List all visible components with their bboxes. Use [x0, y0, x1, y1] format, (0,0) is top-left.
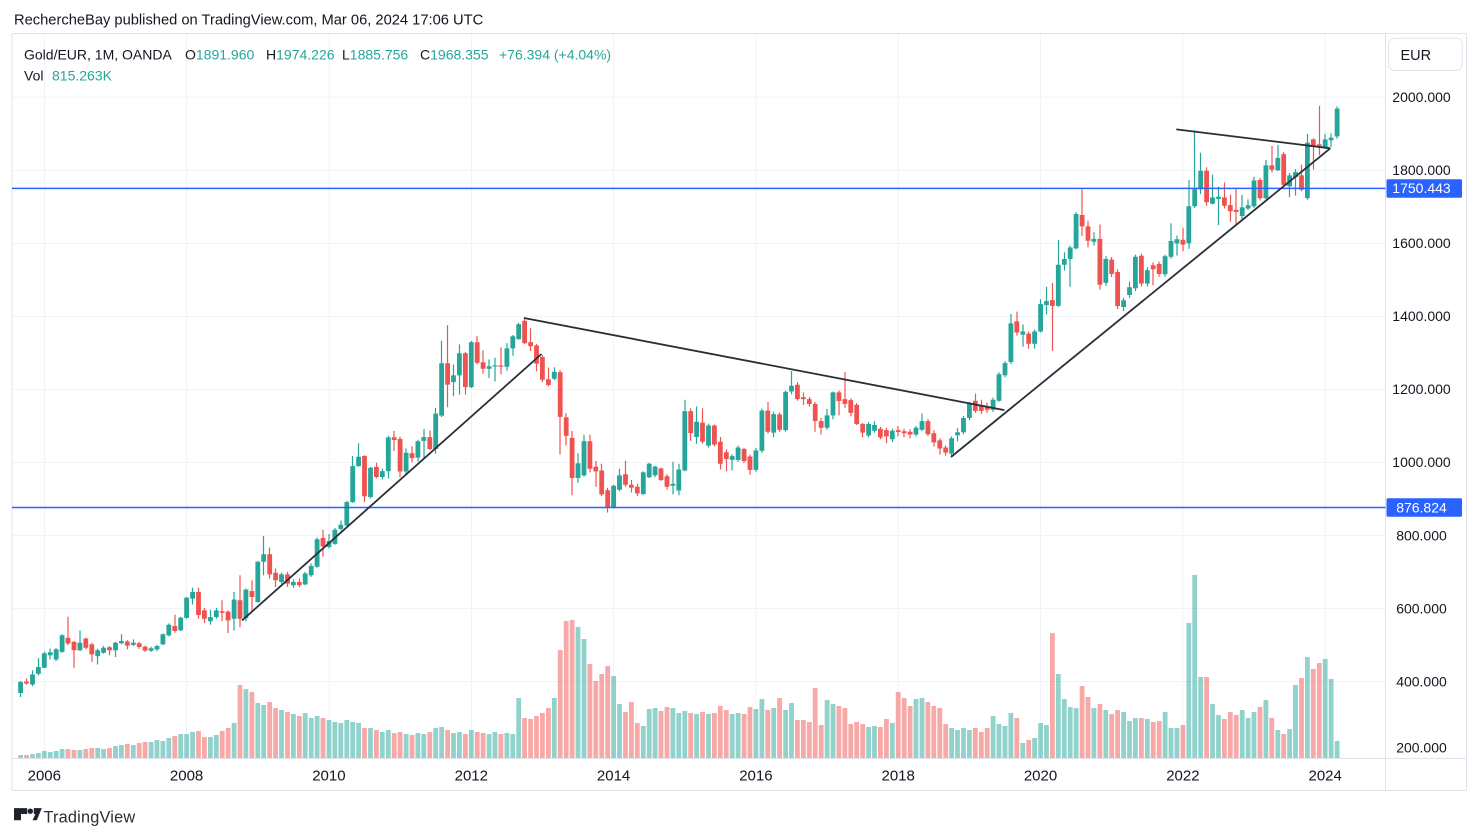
svg-text:1750.443: 1750.443: [1392, 180, 1451, 196]
svg-text:1400.000: 1400.000: [1392, 308, 1451, 324]
svg-text:2012: 2012: [455, 768, 488, 785]
svg-text:600.000: 600.000: [1396, 600, 1447, 616]
svg-text:2000.000: 2000.000: [1392, 89, 1451, 105]
svg-text:400.000: 400.000: [1396, 673, 1447, 689]
svg-text:2024: 2024: [1309, 768, 1342, 785]
svg-text:2016: 2016: [739, 768, 772, 785]
svg-text:1000.000: 1000.000: [1392, 454, 1451, 470]
svg-text:200.000: 200.000: [1396, 740, 1447, 756]
svg-text:O1891.960: O1891.960: [185, 47, 254, 63]
svg-text:2018: 2018: [882, 768, 915, 785]
svg-text:2022: 2022: [1166, 768, 1199, 785]
svg-text:TradingView: TradingView: [44, 809, 136, 827]
svg-text:1800.000: 1800.000: [1392, 162, 1451, 178]
svg-text:+76.394 (+4.04%): +76.394 (+4.04%): [499, 47, 611, 63]
svg-text:2014: 2014: [597, 768, 630, 785]
svg-text:H1974.226: H1974.226: [266, 47, 335, 63]
svg-text:2010: 2010: [312, 768, 345, 785]
svg-text:2006: 2006: [28, 768, 61, 785]
svg-text:1200.000: 1200.000: [1392, 381, 1451, 397]
svg-text:RechercheBay published on Trad: RechercheBay published on TradingView.co…: [14, 13, 484, 29]
svg-text:876.824: 876.824: [1396, 499, 1447, 515]
svg-text:EUR: EUR: [1401, 48, 1432, 64]
svg-text:C1968.355: C1968.355: [420, 47, 489, 63]
svg-text:1600.000: 1600.000: [1392, 235, 1451, 251]
svg-text:2020: 2020: [1024, 768, 1057, 785]
svg-text:815.263K: 815.263K: [52, 68, 113, 84]
svg-text:800.000: 800.000: [1396, 527, 1447, 543]
svg-text:Gold/EUR, 1M, OANDA: Gold/EUR, 1M, OANDA: [24, 47, 172, 63]
svg-text:L1885.756: L1885.756: [342, 47, 408, 63]
svg-text:Vol: Vol: [24, 68, 43, 84]
svg-text:2008: 2008: [170, 768, 203, 785]
